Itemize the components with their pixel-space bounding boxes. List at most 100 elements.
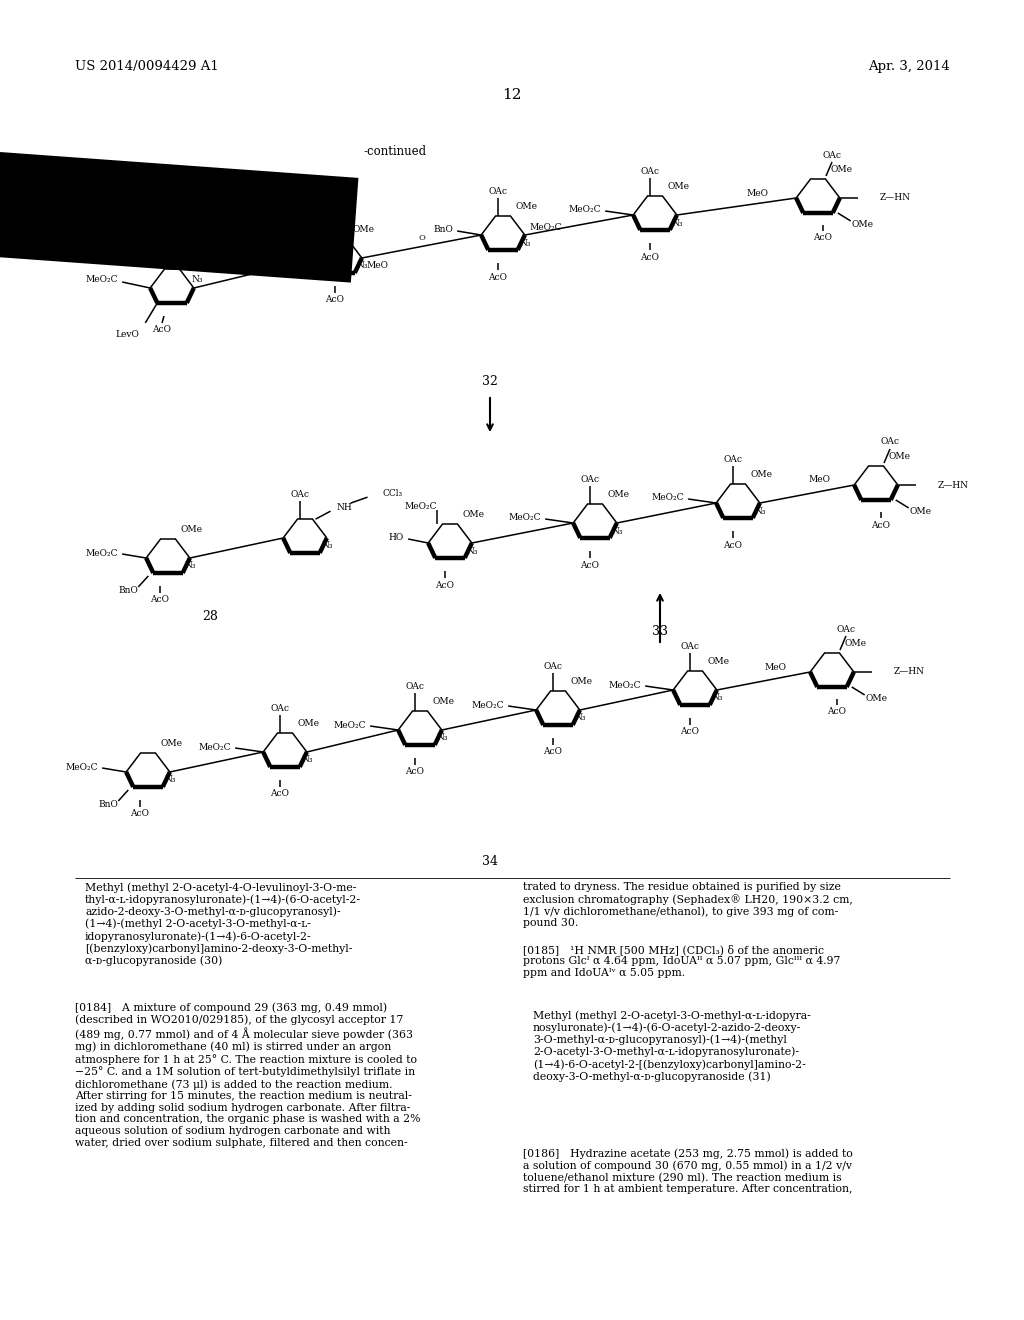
Text: MeO: MeO [367, 261, 389, 271]
Text: N₃: N₃ [611, 527, 623, 536]
Text: N₃: N₃ [574, 714, 586, 722]
Text: OMe: OMe [180, 524, 203, 533]
Text: MeO₂C: MeO₂C [66, 763, 98, 771]
Text: OMe: OMe [708, 656, 729, 665]
Text: MeO₂C: MeO₂C [608, 681, 641, 689]
Text: AcO: AcO [153, 326, 171, 334]
Text: OAc: OAc [271, 704, 290, 713]
Text: OAc: OAc [291, 490, 310, 499]
Text: 28: 28 [202, 610, 218, 623]
Text: OMe: OMe [909, 507, 932, 516]
Text: OAc: OAc [326, 210, 345, 219]
Text: AcO: AcO [813, 234, 833, 243]
Text: OMe: OMe [889, 451, 910, 461]
Text: OAc: OAc [681, 642, 700, 651]
Text: OAc: OAc [881, 437, 899, 446]
Text: 32: 32 [482, 375, 498, 388]
Text: Methyl (methyl 2-O-acetyl-4-O-levulinoyl-3-O-me-
thyl-α-ʟ-idopyranosyluronate)-(: Methyl (methyl 2-O-acetyl-4-O-levulinoyl… [85, 882, 361, 966]
Text: OAc: OAc [724, 454, 743, 463]
Text: AcO: AcO [581, 561, 599, 569]
Text: BnO: BnO [119, 586, 138, 595]
Text: MeO₂C: MeO₂C [404, 502, 437, 511]
Text: OMe: OMe [352, 224, 375, 234]
Text: AcO: AcO [406, 767, 425, 776]
Text: AcO: AcO [544, 747, 562, 756]
Text: LevO: LevO [116, 330, 139, 339]
Text: US 2014/0094429 A1: US 2014/0094429 A1 [75, 59, 219, 73]
Text: OMe: OMe [845, 639, 866, 648]
Text: MeO: MeO [764, 663, 786, 672]
Text: Z—HN: Z—HN [938, 480, 969, 490]
Text: 12: 12 [502, 88, 522, 102]
Text: OMe: OMe [830, 165, 853, 174]
Text: MeO₂C: MeO₂C [199, 742, 231, 751]
Text: MeO₂C: MeO₂C [86, 276, 118, 285]
Text: N₃: N₃ [184, 561, 196, 570]
Text: OAc: OAc [581, 475, 600, 483]
Text: MeO₂C: MeO₂C [86, 549, 118, 557]
Text: AcO: AcO [435, 581, 455, 590]
Text: 34: 34 [482, 855, 498, 869]
Text: N₃: N₃ [466, 546, 478, 556]
Text: MeO₂C: MeO₂C [568, 206, 601, 214]
Text: CCl₃: CCl₃ [383, 488, 402, 498]
Text: AcO: AcO [827, 708, 847, 717]
Text: OMe: OMe [161, 739, 182, 747]
Text: OAc: OAc [544, 661, 563, 671]
Text: Z—HN: Z—HN [880, 194, 910, 202]
Text: N₃: N₃ [755, 507, 766, 516]
Text: N₃: N₃ [436, 734, 447, 742]
Text: -continued: -continued [364, 145, 427, 158]
Text: OMe: OMe [570, 677, 593, 685]
Text: AcO: AcO [640, 252, 659, 261]
Text: OMe: OMe [515, 202, 538, 211]
Text: MeO: MeO [808, 475, 830, 484]
Text: MeO₂C: MeO₂C [472, 701, 504, 710]
Text: AcO: AcO [270, 789, 290, 799]
Text: O: O [418, 235, 425, 243]
Text: OAc: OAc [822, 150, 842, 160]
Text: MeO: MeO [746, 189, 768, 198]
Text: [0185] ¹H NMR [500 MHz] (CDCl₃) δ of the anomeric
protons Glcᴵ α 4.64 ppm, IdoUA: [0185] ¹H NMR [500 MHz] (CDCl₃) δ of the… [523, 944, 841, 978]
Text: 33: 33 [652, 624, 668, 638]
Text: OMe: OMe [865, 694, 888, 704]
Text: MeO₂C: MeO₂C [334, 721, 367, 730]
Text: N₃: N₃ [301, 755, 312, 764]
Text: NH: NH [337, 503, 352, 512]
Text: BnO: BnO [98, 800, 119, 809]
Text: AcO: AcO [681, 727, 699, 737]
Text: OAc: OAc [837, 624, 855, 634]
Text: OAc: OAc [406, 681, 425, 690]
Text: Methyl (methyl 2-O-acetyl-3-O-methyl-α-ʟ-idopyra-
nosyluronate)-(1→4)-(6-O-acety: Methyl (methyl 2-O-acetyl-3-O-methyl-α-ʟ… [534, 1010, 811, 1082]
Text: Z—HN: Z—HN [894, 668, 925, 676]
Text: OMe: OMe [463, 510, 484, 519]
Text: OMe: OMe [607, 490, 630, 499]
Text: OMe: OMe [668, 182, 689, 190]
Text: AcO: AcO [151, 595, 170, 605]
Text: AcO: AcO [724, 540, 742, 549]
Text: N₃: N₃ [519, 239, 530, 248]
Text: AcO: AcO [130, 809, 150, 818]
Text: BnO: BnO [433, 226, 454, 235]
Text: MeO₂C: MeO₂C [651, 494, 684, 503]
Text: MeO₂C: MeO₂C [509, 513, 541, 523]
Text: AcO: AcO [871, 520, 891, 529]
Text: N₃: N₃ [672, 219, 683, 227]
Text: [0184] A mixture of compound 29 (363 mg, 0.49 mmol)
(described in WO2010/029185): [0184] A mixture of compound 29 (363 mg,… [75, 1002, 421, 1147]
Text: OMe: OMe [432, 697, 455, 706]
Text: AcO: AcO [326, 296, 344, 305]
Text: trated to dryness. The residue obtained is purified by size
exclusion chromatogr: trated to dryness. The residue obtained … [523, 882, 853, 928]
Text: OAc: OAc [641, 166, 659, 176]
Text: OMe: OMe [751, 470, 772, 479]
Text: N₃: N₃ [322, 541, 333, 550]
Text: OMe: OMe [852, 220, 873, 230]
Text: N₃: N₃ [356, 261, 368, 271]
Text: HO: HO [389, 533, 404, 543]
Text: AcO: AcO [488, 272, 508, 281]
Text: OAc: OAc [488, 186, 508, 195]
Text: N₃: N₃ [191, 276, 203, 285]
Text: MeO₂C: MeO₂C [529, 223, 562, 231]
Text: OMe: OMe [184, 252, 207, 261]
Text: MeO₂C: MeO₂C [254, 248, 286, 257]
Text: [0186] Hydrazine acetate (253 mg, 2.75 mmol) is added to
a solution of compound : [0186] Hydrazine acetate (253 mg, 2.75 m… [523, 1148, 853, 1195]
